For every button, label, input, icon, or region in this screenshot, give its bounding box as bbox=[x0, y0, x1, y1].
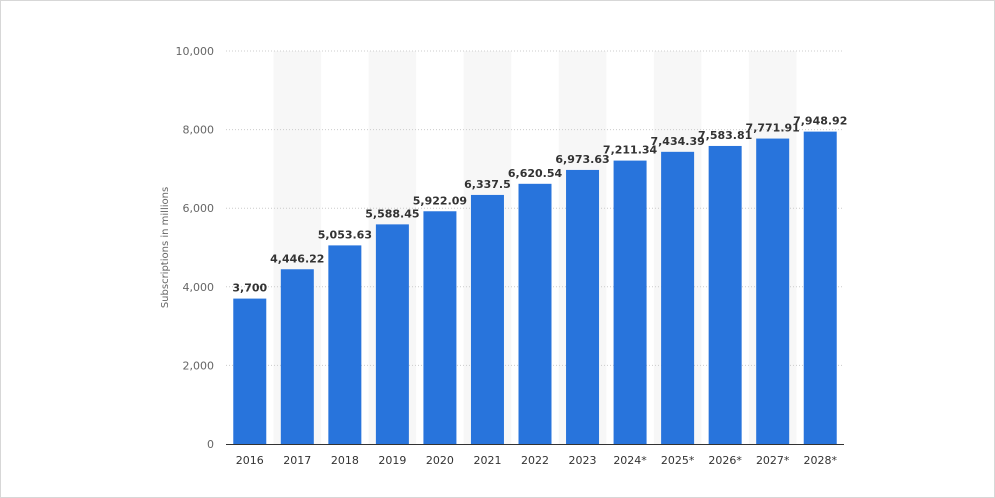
y-tick-label: 8,000 bbox=[183, 124, 215, 137]
x-tick-label: 2026* bbox=[708, 454, 742, 467]
x-axis-ticks: 2016 2017 2018 2019 2020 2021 2022 2023 2024* 202… bbox=[236, 454, 838, 467]
y-tick-label: 2,000 bbox=[183, 359, 215, 372]
bars bbox=[233, 131, 837, 445]
data-label: 7,434.39 bbox=[650, 135, 704, 148]
data-label: 5,922.09 bbox=[413, 194, 467, 207]
y-axis-title: Subscriptions in millions bbox=[160, 187, 171, 308]
x-tick-label: 2021 bbox=[473, 454, 501, 467]
data-label: 5,053.63 bbox=[318, 228, 372, 241]
y-tick-label: 10,000 bbox=[176, 45, 215, 58]
bar bbox=[328, 245, 362, 444]
x-tick-label: 2020 bbox=[426, 454, 454, 467]
bar bbox=[566, 169, 600, 444]
x-tick-label: 2023 bbox=[569, 454, 597, 467]
bar bbox=[661, 151, 695, 444]
bar bbox=[518, 183, 552, 444]
data-label: 7,211.34 bbox=[603, 144, 658, 157]
x-tick-label: 2019 bbox=[378, 454, 406, 467]
data-label: 7,583.81 bbox=[698, 129, 752, 142]
bar bbox=[708, 145, 742, 444]
bar bbox=[375, 224, 409, 444]
y-tick-label: 0 bbox=[207, 438, 214, 451]
x-tick-label: 2024* bbox=[613, 454, 647, 467]
data-label: 7,771.91 bbox=[746, 122, 800, 135]
data-label: 5,588.45 bbox=[365, 207, 419, 220]
bar bbox=[233, 298, 267, 444]
bar bbox=[423, 211, 457, 444]
data-label: 4,446.22 bbox=[270, 252, 324, 265]
data-label: 6,620.54 bbox=[508, 167, 563, 180]
y-tick-label: 4,000 bbox=[183, 281, 215, 294]
bar bbox=[280, 269, 314, 444]
y-axis-ticks: 0 2,000 4,000 6,000 8,000 10,000 bbox=[176, 45, 215, 451]
data-label: 7,948.92 bbox=[793, 115, 847, 128]
x-tick-label: 2028* bbox=[803, 454, 837, 467]
data-label: 6,337.5 bbox=[464, 178, 511, 191]
x-tick-label: 2016 bbox=[236, 454, 264, 467]
bar bbox=[803, 131, 837, 445]
data-label: 3,700 bbox=[232, 282, 267, 295]
data-labels: 3,700 4,446.22 5,053.63 5,588.455,922.09 6,3… bbox=[232, 115, 847, 295]
bar bbox=[613, 160, 647, 444]
y-tick-label: 6,000 bbox=[183, 202, 215, 215]
x-tick-label: 2022 bbox=[521, 454, 549, 467]
bar bbox=[756, 138, 790, 444]
bar bbox=[470, 194, 504, 444]
data-label: 6,973.63 bbox=[555, 153, 609, 166]
x-tick-label: 2027* bbox=[756, 454, 790, 467]
x-tick-label: 2025* bbox=[661, 454, 695, 467]
x-tick-label: 2017 bbox=[283, 454, 311, 467]
x-tick-label: 2018 bbox=[331, 454, 359, 467]
